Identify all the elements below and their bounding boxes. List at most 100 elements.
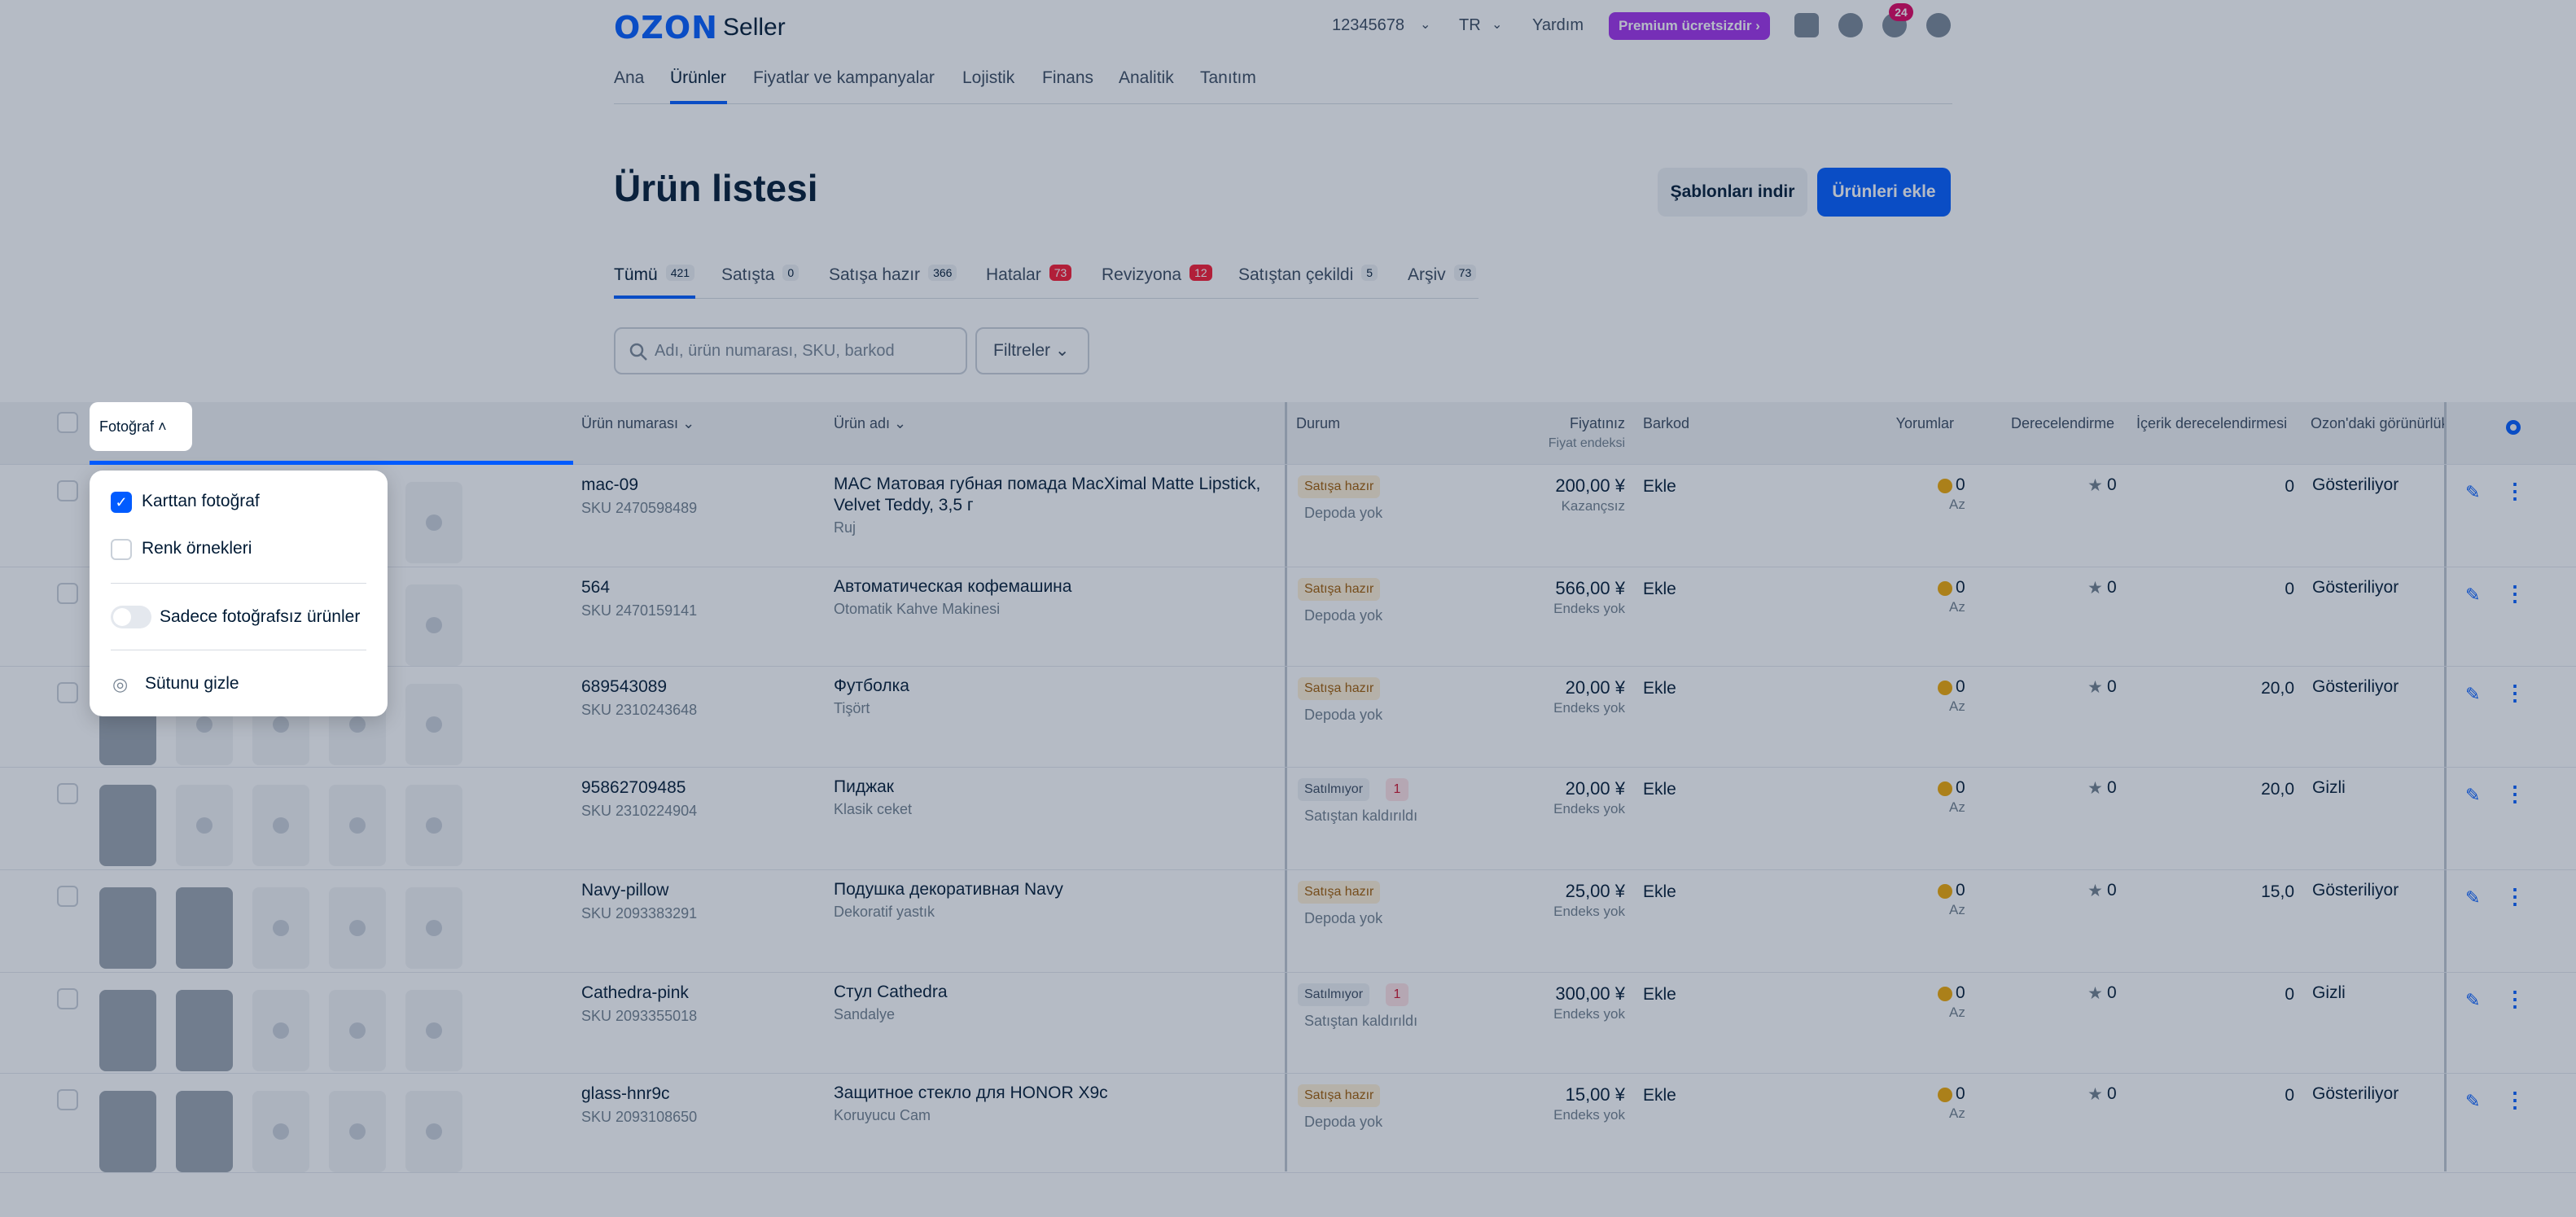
product-number[interactable]: mac-09 bbox=[581, 475, 639, 494]
product-number[interactable]: Cathedra-pink bbox=[581, 983, 689, 1002]
col-product-number[interactable]: Ürün numarası ⌄ bbox=[581, 415, 695, 431]
add-photo-button[interactable] bbox=[252, 990, 309, 1071]
price-value[interactable]: 300,00 ¥ bbox=[1555, 983, 1625, 1004]
add-barcode-link[interactable]: Ekle bbox=[1643, 580, 1676, 598]
col-rating[interactable]: Derecelendirme bbox=[2011, 415, 2115, 431]
filters-button[interactable]: Filtreler ⌄ bbox=[975, 327, 1089, 374]
row-checkbox[interactable] bbox=[57, 783, 78, 804]
tab-tumu[interactable]: Tümü 421 bbox=[614, 265, 695, 285]
edit-icon[interactable]: ✎ bbox=[2465, 785, 2481, 805]
headset-icon[interactable] bbox=[1838, 13, 1863, 37]
tab-arsiv[interactable]: Arşiv 73 bbox=[1408, 265, 1477, 285]
row-checkbox[interactable] bbox=[57, 886, 78, 907]
more-icon[interactable]: ⋮ bbox=[2504, 884, 2526, 908]
price-value[interactable]: 25,00 ¥ bbox=[1565, 881, 1625, 901]
row-checkbox[interactable] bbox=[57, 480, 78, 501]
add-photo-button[interactable] bbox=[329, 1091, 386, 1172]
add-photo-button[interactable] bbox=[405, 1091, 462, 1172]
add-photo-button[interactable] bbox=[252, 785, 309, 866]
col-ozon-visibility[interactable]: Ozon'daki görünürlük bbox=[2311, 415, 2444, 431]
row-checkbox[interactable] bbox=[57, 988, 78, 1009]
product-name[interactable]: Пиджак bbox=[834, 777, 894, 796]
product-name[interactable]: Подушка декоративная Navy bbox=[834, 880, 1063, 899]
help-link[interactable]: Yardım bbox=[1532, 16, 1584, 34]
tab-satistan-cekildi[interactable]: Satıştan çekildi 5 bbox=[1238, 265, 1378, 285]
tab-satista[interactable]: Satışta 0 bbox=[721, 265, 800, 285]
photoless-toggle[interactable] bbox=[111, 606, 151, 628]
product-photo[interactable] bbox=[99, 990, 156, 1071]
option-color-samples-checkbox[interactable] bbox=[111, 539, 132, 560]
add-barcode-link[interactable]: Ekle bbox=[1643, 985, 1676, 1004]
edit-icon[interactable]: ✎ bbox=[2465, 482, 2481, 502]
product-number[interactable]: Navy-pillow bbox=[581, 881, 669, 900]
add-photo-button[interactable] bbox=[405, 482, 462, 563]
more-icon[interactable]: ⋮ bbox=[2504, 1088, 2526, 1112]
tab-satisa-hazir[interactable]: Satışa hazır 366 bbox=[829, 265, 957, 285]
issue-count-badge[interactable]: 1 bbox=[1386, 983, 1408, 1006]
tab-hatalar[interactable]: Hatalar 73 bbox=[986, 265, 1072, 285]
add-barcode-link[interactable]: Ekle bbox=[1643, 477, 1676, 496]
product-photo[interactable] bbox=[176, 887, 233, 969]
option-color-samples[interactable]: Renk örnekleri bbox=[142, 539, 252, 558]
edit-icon[interactable]: ✎ bbox=[2465, 1091, 2481, 1111]
ozon-logo[interactable]: OZON bbox=[614, 10, 718, 46]
product-photo[interactable] bbox=[99, 887, 156, 969]
add-photo-button[interactable] bbox=[405, 785, 462, 866]
edit-icon[interactable]: ✎ bbox=[2465, 684, 2481, 704]
tab-revizyona[interactable]: Revizyona 12 bbox=[1102, 265, 1212, 285]
product-name[interactable]: Автоматическая кофемашина bbox=[834, 577, 1072, 596]
add-photo-button[interactable] bbox=[405, 887, 462, 969]
product-number[interactable]: 689543089 bbox=[581, 677, 668, 696]
edit-icon[interactable]: ✎ bbox=[2465, 584, 2481, 605]
product-name[interactable]: Стул Cathedra bbox=[834, 983, 948, 1001]
more-icon[interactable]: ⋮ bbox=[2504, 781, 2526, 806]
search-input[interactable]: Adı, ürün numarası, SKU, barkod bbox=[614, 327, 967, 374]
chat-icon[interactable] bbox=[1794, 13, 1819, 37]
option-card-photo[interactable]: Karttan fotoğraf bbox=[142, 492, 260, 510]
edit-icon[interactable]: ✎ bbox=[2465, 887, 2481, 908]
add-photo-button[interactable] bbox=[329, 990, 386, 1071]
photo-column-header[interactable]: Fotoğraf ˄ bbox=[90, 402, 192, 451]
add-photo-button[interactable] bbox=[252, 1091, 309, 1172]
product-name[interactable]: Защитное стекло для HONOR X9c bbox=[834, 1083, 1108, 1102]
nav-fiyatlar[interactable]: Fiyatlar ve kampanyalar bbox=[753, 68, 935, 87]
add-photo-button[interactable] bbox=[329, 785, 386, 866]
account-selector[interactable]: 12345678 bbox=[1332, 16, 1404, 34]
add-barcode-link[interactable]: Ekle bbox=[1643, 1086, 1676, 1105]
add-barcode-link[interactable]: Ekle bbox=[1643, 679, 1676, 698]
row-checkbox[interactable] bbox=[57, 682, 78, 703]
product-number[interactable]: glass-hnr9c bbox=[581, 1084, 670, 1103]
col-status[interactable]: Durum bbox=[1296, 415, 1341, 431]
more-icon[interactable]: ⋮ bbox=[2504, 479, 2526, 503]
col-barcode[interactable]: Barkod bbox=[1643, 415, 1690, 431]
add-photo-button[interactable] bbox=[405, 584, 462, 666]
product-name[interactable]: MAC Матовая губная помада MacXimal Matte… bbox=[834, 475, 1261, 514]
user-icon[interactable] bbox=[1926, 13, 1951, 37]
add-photo-button[interactable] bbox=[329, 887, 386, 969]
nav-ana[interactable]: Ana bbox=[614, 68, 645, 87]
price-value[interactable]: 200,00 ¥ bbox=[1555, 475, 1625, 496]
col-price[interactable]: Fiyatınız bbox=[1569, 415, 1625, 431]
nav-finans[interactable]: Finans bbox=[1042, 68, 1094, 87]
row-checkbox[interactable] bbox=[57, 583, 78, 604]
more-icon[interactable]: ⋮ bbox=[2504, 987, 2526, 1011]
add-barcode-link[interactable]: Ekle bbox=[1643, 780, 1676, 799]
add-barcode-link[interactable]: Ekle bbox=[1643, 882, 1676, 901]
product-number[interactable]: 95862709485 bbox=[581, 778, 686, 797]
price-value[interactable]: 20,00 ¥ bbox=[1565, 677, 1625, 698]
premium-button[interactable]: Premium ücretsizdir › bbox=[1609, 12, 1770, 40]
col-product-name[interactable]: Ürün adı ⌄ bbox=[834, 415, 907, 431]
nav-tanitim[interactable]: Tanıtım bbox=[1200, 68, 1256, 87]
product-photo[interactable] bbox=[176, 990, 233, 1071]
col-reviews[interactable]: Yorumlar bbox=[1895, 415, 1954, 431]
hide-column-button[interactable]: Sütunu gizle bbox=[145, 674, 239, 693]
row-checkbox[interactable] bbox=[57, 1089, 78, 1110]
add-products-button[interactable]: Ürünleri ekle bbox=[1817, 168, 1951, 217]
select-all-checkbox[interactable] bbox=[57, 412, 78, 433]
edit-icon[interactable]: ✎ bbox=[2465, 990, 2481, 1010]
add-photo-button[interactable] bbox=[252, 887, 309, 969]
check-icon[interactable]: ✓ bbox=[111, 492, 132, 513]
gear-icon[interactable] bbox=[2503, 417, 2524, 438]
product-photo[interactable] bbox=[176, 1091, 233, 1172]
